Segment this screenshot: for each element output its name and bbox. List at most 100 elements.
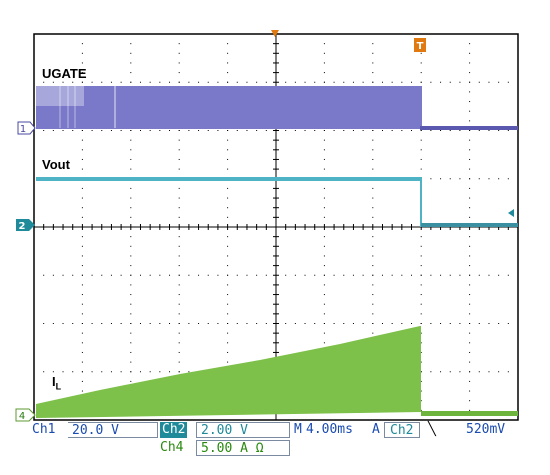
grid-dot <box>178 130 180 131</box>
ch2-scale[interactable]: 2.00 V <box>196 422 290 438</box>
trigger-level[interactable]: 520mV <box>466 422 506 437</box>
grid-dot <box>169 130 171 131</box>
ch4-scale[interactable]: 5.00 A Ω <box>196 440 290 456</box>
grid-dot <box>372 43 374 45</box>
grid-dot <box>130 303 132 305</box>
grid-dot <box>352 81 354 83</box>
grid-dot <box>43 323 45 324</box>
grid-dot <box>420 303 422 305</box>
grid-dot <box>469 323 471 324</box>
grid-dot <box>469 265 471 267</box>
grid-dot <box>469 419 471 421</box>
grid-dot <box>149 274 151 276</box>
grid-dot <box>81 187 83 189</box>
grid-dot <box>469 351 471 353</box>
grid-dot <box>188 81 190 83</box>
grid-dot <box>101 130 103 131</box>
grid-dot <box>314 81 316 83</box>
trigger-level-arrow[interactable] <box>508 209 514 217</box>
il-waveform <box>36 326 421 418</box>
grid-dot <box>101 371 103 373</box>
grid-dot <box>469 52 471 54</box>
grid-dot <box>314 274 316 276</box>
ch1-label[interactable]: Ch1 <box>32 422 56 437</box>
grid-dot <box>52 371 54 373</box>
grid-dot <box>469 371 471 373</box>
ch2-ground-marker[interactable]: 2 <box>16 219 35 232</box>
grid-dot <box>507 178 509 180</box>
grid-dot <box>469 158 471 160</box>
grid-dot <box>81 390 83 392</box>
grid-dot <box>420 371 422 373</box>
grid-dot <box>372 303 374 305</box>
grid-dot <box>188 323 190 324</box>
grid-dot <box>372 158 374 160</box>
grid-dot <box>420 265 422 267</box>
grid-dot <box>372 284 374 286</box>
grid-dot <box>178 323 180 324</box>
grid-dot <box>391 130 393 131</box>
grid-dot <box>420 361 422 363</box>
grid-dot <box>420 245 422 247</box>
grid-dot <box>81 361 83 363</box>
grid-dot <box>52 81 54 83</box>
grid-dot <box>323 236 325 238</box>
ch1-scale[interactable]: 20.0 V <box>68 422 158 438</box>
grid-dot <box>381 323 383 324</box>
grid-dot <box>333 323 335 324</box>
trigger-marker-box[interactable] <box>414 38 426 52</box>
grid-dot <box>430 274 432 276</box>
grid-dot <box>498 323 500 324</box>
grid-dot <box>81 62 83 64</box>
trigger-position-marker[interactable] <box>271 30 279 37</box>
grid-dot <box>323 323 325 324</box>
grid-dot <box>469 294 471 296</box>
grid-dot <box>411 130 413 131</box>
grid-dot <box>430 178 432 180</box>
grid-dot <box>139 81 141 83</box>
grid-dot <box>469 72 471 74</box>
trigger-source[interactable]: Ch2 <box>384 422 420 438</box>
grid-dot <box>81 216 83 218</box>
grid-dot <box>227 419 229 421</box>
ch4-ground-marker[interactable]: 4 <box>15 408 36 422</box>
grid-dot <box>110 130 112 131</box>
grid-dot <box>372 419 374 421</box>
grid-dot <box>517 274 519 276</box>
grid-dot <box>488 323 490 324</box>
grid-dot <box>517 178 519 180</box>
grid-dot <box>372 130 374 131</box>
grid-dot <box>81 245 83 247</box>
grid-dot <box>62 130 64 131</box>
ch2-label[interactable]: Ch2 <box>160 422 188 438</box>
grid-dot <box>469 303 471 305</box>
grid-dot <box>101 323 103 324</box>
trigger-mode[interactable]: A <box>372 422 380 437</box>
grid-dot <box>440 323 442 324</box>
grid-dot <box>420 158 422 160</box>
grid-dot <box>323 158 325 160</box>
grid-dot <box>372 294 374 296</box>
timebase-value[interactable]: 4.00ms <box>306 422 353 437</box>
grid-dot <box>507 274 509 276</box>
grid-dot <box>507 323 509 324</box>
grid-dot <box>469 409 471 411</box>
grid-dot <box>469 149 471 151</box>
grid-dot <box>498 81 500 83</box>
grid-dot <box>478 371 480 373</box>
grid-dot <box>372 81 374 83</box>
ch4-label[interactable]: Ch4 <box>160 440 184 455</box>
grid-dot <box>420 390 422 392</box>
grid-dot <box>420 130 422 131</box>
grid-dot <box>265 274 267 276</box>
grid-dot <box>169 274 171 276</box>
grid-dot <box>469 62 471 64</box>
grid-dot <box>52 274 54 276</box>
grid-dot <box>178 419 180 421</box>
grid-dot <box>420 72 422 74</box>
grid-dot <box>488 178 490 180</box>
ch1-ground-marker[interactable]: 1 <box>17 121 36 135</box>
falling-edge-icon[interactable]: ╲ <box>428 422 436 437</box>
grid-dot <box>227 351 229 353</box>
grid-dot <box>420 52 422 54</box>
